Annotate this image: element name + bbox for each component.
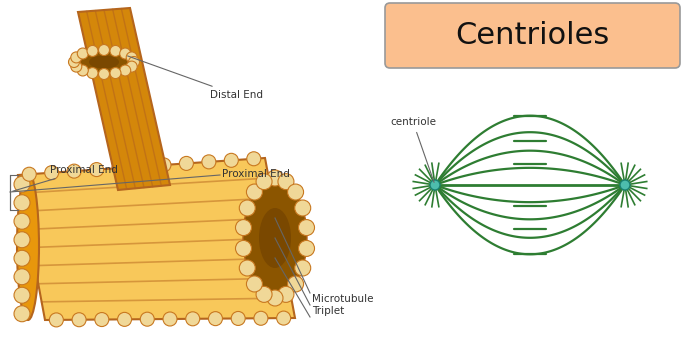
Circle shape <box>157 158 171 172</box>
Circle shape <box>71 52 82 63</box>
Circle shape <box>129 56 140 67</box>
Circle shape <box>134 160 149 173</box>
Circle shape <box>120 65 131 76</box>
Circle shape <box>235 220 252 236</box>
Circle shape <box>95 312 109 327</box>
Circle shape <box>14 250 30 266</box>
Circle shape <box>294 200 311 216</box>
Circle shape <box>277 311 290 325</box>
Circle shape <box>208 312 222 326</box>
Circle shape <box>224 153 238 167</box>
FancyBboxPatch shape <box>385 3 680 68</box>
Circle shape <box>22 167 36 181</box>
Circle shape <box>112 161 126 175</box>
Circle shape <box>87 45 98 56</box>
Circle shape <box>126 61 137 72</box>
Circle shape <box>180 156 193 171</box>
Circle shape <box>267 170 283 186</box>
Text: Proximal End: Proximal End <box>12 165 118 191</box>
Circle shape <box>186 312 200 326</box>
Text: Proximal End: Proximal End <box>222 169 290 179</box>
Circle shape <box>247 152 261 166</box>
Circle shape <box>299 240 314 256</box>
Circle shape <box>278 286 294 302</box>
Circle shape <box>140 312 154 326</box>
Circle shape <box>120 48 131 59</box>
Circle shape <box>299 220 314 236</box>
Circle shape <box>430 180 440 190</box>
Circle shape <box>67 164 81 178</box>
Circle shape <box>620 180 630 190</box>
Text: Distal End: Distal End <box>127 56 263 100</box>
Circle shape <box>87 67 98 79</box>
Circle shape <box>163 312 177 326</box>
Circle shape <box>256 174 272 190</box>
Circle shape <box>50 313 63 327</box>
Circle shape <box>14 287 30 303</box>
Circle shape <box>288 276 303 292</box>
Circle shape <box>288 184 303 200</box>
Ellipse shape <box>243 178 307 298</box>
Text: Centrioles: Centrioles <box>455 21 609 51</box>
Circle shape <box>246 184 262 200</box>
Polygon shape <box>78 8 170 190</box>
Circle shape <box>278 174 294 190</box>
Text: centriole: centriole <box>390 117 436 182</box>
Circle shape <box>69 56 80 67</box>
Circle shape <box>14 269 30 285</box>
Circle shape <box>267 290 283 306</box>
Circle shape <box>14 195 30 211</box>
Text: Microtubule
Triplet: Microtubule Triplet <box>312 294 374 316</box>
Circle shape <box>45 166 58 180</box>
Circle shape <box>77 48 88 59</box>
Circle shape <box>14 213 30 229</box>
Circle shape <box>231 311 245 326</box>
Circle shape <box>235 240 252 256</box>
Circle shape <box>14 306 30 322</box>
Circle shape <box>294 260 311 276</box>
Ellipse shape <box>259 208 291 268</box>
Circle shape <box>254 311 268 325</box>
Circle shape <box>98 69 109 80</box>
Circle shape <box>126 52 137 63</box>
Circle shape <box>246 276 262 292</box>
Circle shape <box>72 313 86 327</box>
Circle shape <box>98 45 109 55</box>
Circle shape <box>118 312 131 326</box>
Circle shape <box>239 260 255 276</box>
Circle shape <box>239 200 255 216</box>
Ellipse shape <box>74 49 134 75</box>
Circle shape <box>110 45 121 56</box>
Circle shape <box>71 61 82 72</box>
Circle shape <box>77 65 88 76</box>
Circle shape <box>202 155 216 169</box>
Ellipse shape <box>89 55 119 69</box>
Circle shape <box>256 286 272 302</box>
Circle shape <box>110 67 121 79</box>
Circle shape <box>14 176 30 192</box>
Polygon shape <box>18 158 295 320</box>
Circle shape <box>14 232 30 248</box>
Ellipse shape <box>17 172 39 320</box>
Circle shape <box>89 163 104 176</box>
